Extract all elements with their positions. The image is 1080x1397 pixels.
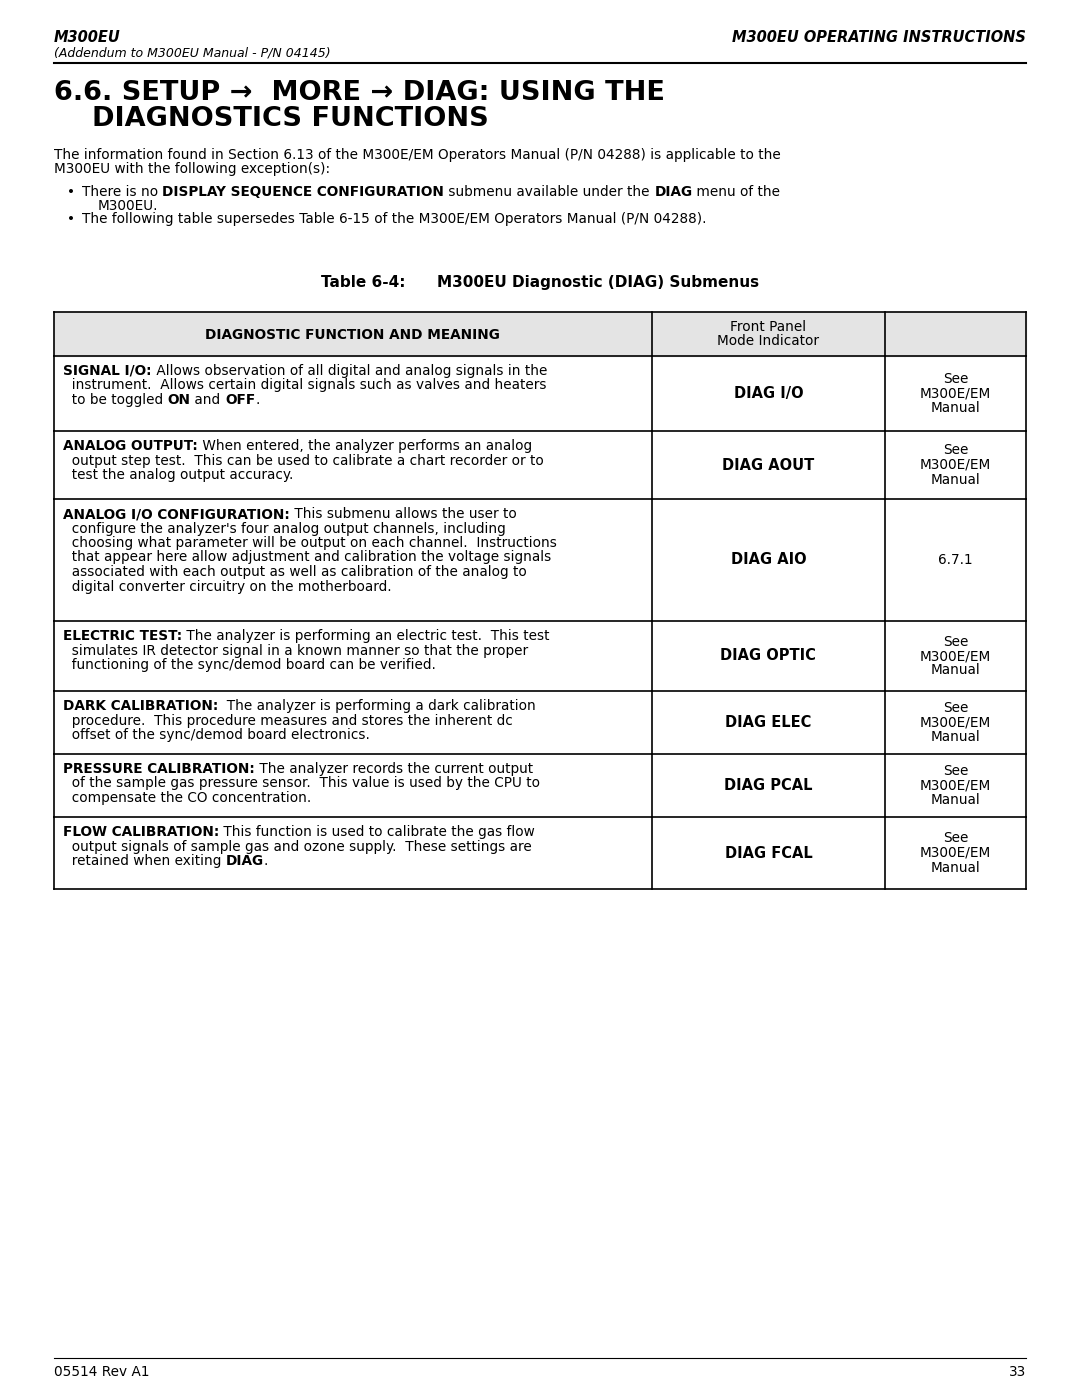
Text: The information found in Section 6.13 of the M300E/EM Operators Manual (P/N 0428: The information found in Section 6.13 of…	[54, 148, 781, 162]
Text: DISPLAY SEQUENCE CONFIGURATION: DISPLAY SEQUENCE CONFIGURATION	[162, 184, 444, 198]
Text: DARK CALIBRATION:: DARK CALIBRATION:	[63, 698, 218, 712]
Text: menu of the: menu of the	[692, 184, 781, 198]
Text: retained when exiting: retained when exiting	[63, 854, 226, 868]
Text: Manual: Manual	[931, 664, 981, 678]
Text: M300EU.: M300EU.	[98, 200, 159, 214]
Text: DIAGNOSTIC FUNCTION AND MEANING: DIAGNOSTIC FUNCTION AND MEANING	[205, 328, 500, 342]
Text: The analyzer records the current output: The analyzer records the current output	[255, 761, 532, 775]
Text: M300E/EM: M300E/EM	[920, 778, 991, 792]
Text: OFF: OFF	[225, 393, 255, 407]
Text: associated with each output as well as calibration of the analog to: associated with each output as well as c…	[63, 564, 527, 578]
Text: 6.6. SETUP →  MORE → DIAG: USING THE: 6.6. SETUP → MORE → DIAG: USING THE	[54, 80, 665, 106]
Text: test the analog output accuracy.: test the analog output accuracy.	[63, 468, 294, 482]
Text: See: See	[943, 443, 968, 457]
Text: DIAG: DIAG	[654, 184, 692, 198]
Text: FLOW CALIBRATION:: FLOW CALIBRATION:	[63, 826, 219, 840]
Text: See: See	[943, 372, 968, 386]
Text: M300EU OPERATING INSTRUCTIONS: M300EU OPERATING INSTRUCTIONS	[732, 29, 1026, 45]
Text: M300EU: M300EU	[54, 29, 121, 45]
Text: See: See	[943, 701, 968, 715]
Text: to be toggled: to be toggled	[63, 393, 167, 407]
Text: ANALOG I/O CONFIGURATION:: ANALOG I/O CONFIGURATION:	[63, 507, 289, 521]
Text: This submenu allows the user to: This submenu allows the user to	[289, 507, 516, 521]
Text: simulates IR detector signal in a known manner so that the proper: simulates IR detector signal in a known …	[63, 644, 528, 658]
Text: DIAG OPTIC: DIAG OPTIC	[720, 648, 816, 664]
Text: •: •	[67, 184, 75, 198]
Text: See: See	[943, 634, 968, 648]
Text: When entered, the analyzer performs an analog: When entered, the analyzer performs an a…	[198, 439, 531, 453]
Text: choosing what parameter will be output on each channel.  Instructions: choosing what parameter will be output o…	[63, 536, 557, 550]
Text: There is no: There is no	[82, 184, 162, 198]
Text: Manual: Manual	[931, 401, 981, 415]
Text: and: and	[190, 393, 225, 407]
Text: digital converter circuitry on the motherboard.: digital converter circuitry on the mothe…	[63, 580, 392, 594]
Text: ANALOG OUTPUT:: ANALOG OUTPUT:	[63, 439, 198, 453]
Text: The following table supersedes Table 6-15 of the M300E/EM Operators Manual (P/N : The following table supersedes Table 6-1…	[82, 212, 706, 226]
Text: of the sample gas pressure sensor.  This value is used by the CPU to: of the sample gas pressure sensor. This …	[63, 777, 540, 791]
Text: Front Panel: Front Panel	[730, 320, 807, 334]
Text: ON: ON	[167, 393, 190, 407]
Text: 6.7.1: 6.7.1	[939, 553, 973, 567]
Text: M300EU with the following exception(s):: M300EU with the following exception(s):	[54, 162, 330, 176]
Text: output step test.  This can be used to calibrate a chart recorder or to: output step test. This can be used to ca…	[63, 454, 543, 468]
Text: M300E/EM: M300E/EM	[920, 715, 991, 729]
Text: instrument.  Allows certain digital signals such as valves and heaters: instrument. Allows certain digital signa…	[63, 379, 546, 393]
Text: 33: 33	[1009, 1365, 1026, 1379]
Text: Manual: Manual	[931, 861, 981, 875]
Text: submenu available under the: submenu available under the	[444, 184, 654, 198]
Text: M300E/EM: M300E/EM	[920, 387, 991, 401]
Text: .: .	[255, 393, 259, 407]
Text: PRESSURE CALIBRATION:: PRESSURE CALIBRATION:	[63, 761, 255, 775]
Text: DIAG FCAL: DIAG FCAL	[725, 845, 812, 861]
Text: .: .	[264, 854, 268, 868]
Bar	[54, 312, 1026, 356]
Text: DIAGNOSTICS FUNCTIONS: DIAGNOSTICS FUNCTIONS	[54, 106, 489, 131]
Text: M300E/EM: M300E/EM	[920, 650, 991, 664]
Text: functioning of the sync/demod board can be verified.: functioning of the sync/demod board can …	[63, 658, 436, 672]
Text: Manual: Manual	[931, 793, 981, 807]
Text: offset of the sync/demod board electronics.: offset of the sync/demod board electroni…	[63, 728, 369, 742]
Text: See: See	[943, 764, 968, 778]
Text: Allows observation of all digital and analog signals in the: Allows observation of all digital and an…	[151, 365, 546, 379]
Text: DIAG AIO: DIAG AIO	[730, 552, 807, 567]
Text: compensate the CO concentration.: compensate the CO concentration.	[63, 791, 311, 805]
Text: SIGNAL I/O:: SIGNAL I/O:	[63, 365, 151, 379]
Text: ELECTRIC TEST:: ELECTRIC TEST:	[63, 629, 183, 643]
Text: Table 6-4:      M300EU Diagnostic (DIAG) Submenus: Table 6-4: M300EU Diagnostic (DIAG) Subm…	[321, 275, 759, 291]
Text: DIAG: DIAG	[226, 854, 264, 868]
Text: The analyzer is performing a dark calibration: The analyzer is performing a dark calibr…	[218, 698, 536, 712]
Text: that appear here allow adjustment and calibration the voltage signals: that appear here allow adjustment and ca…	[63, 550, 551, 564]
Text: configure the analyzer's four analog output channels, including: configure the analyzer's four analog out…	[63, 521, 505, 535]
Text: This function is used to calibrate the gas flow: This function is used to calibrate the g…	[219, 826, 535, 840]
Text: The analyzer is performing an electric test.  This test: The analyzer is performing an electric t…	[183, 629, 550, 643]
Text: output signals of sample gas and ozone supply.  These settings are: output signals of sample gas and ozone s…	[63, 840, 531, 854]
Text: •: •	[67, 212, 75, 226]
Text: Manual: Manual	[931, 731, 981, 745]
Text: (Addendum to M300EU Manual - P/N 04145): (Addendum to M300EU Manual - P/N 04145)	[54, 46, 330, 59]
Text: DIAG ELEC: DIAG ELEC	[726, 715, 811, 731]
Text: DIAG I/O: DIAG I/O	[733, 386, 804, 401]
Text: M300E/EM: M300E/EM	[920, 847, 991, 861]
Text: DIAG PCAL: DIAG PCAL	[725, 778, 812, 793]
Text: See: See	[943, 831, 968, 845]
Text: procedure.  This procedure measures and stores the inherent dc: procedure. This procedure measures and s…	[63, 714, 513, 728]
Text: Manual: Manual	[931, 472, 981, 486]
Text: M300E/EM: M300E/EM	[920, 458, 991, 472]
Text: DIAG AOUT: DIAG AOUT	[723, 457, 814, 472]
Text: 05514 Rev A1: 05514 Rev A1	[54, 1365, 149, 1379]
Text: Mode Indicator: Mode Indicator	[717, 334, 820, 348]
